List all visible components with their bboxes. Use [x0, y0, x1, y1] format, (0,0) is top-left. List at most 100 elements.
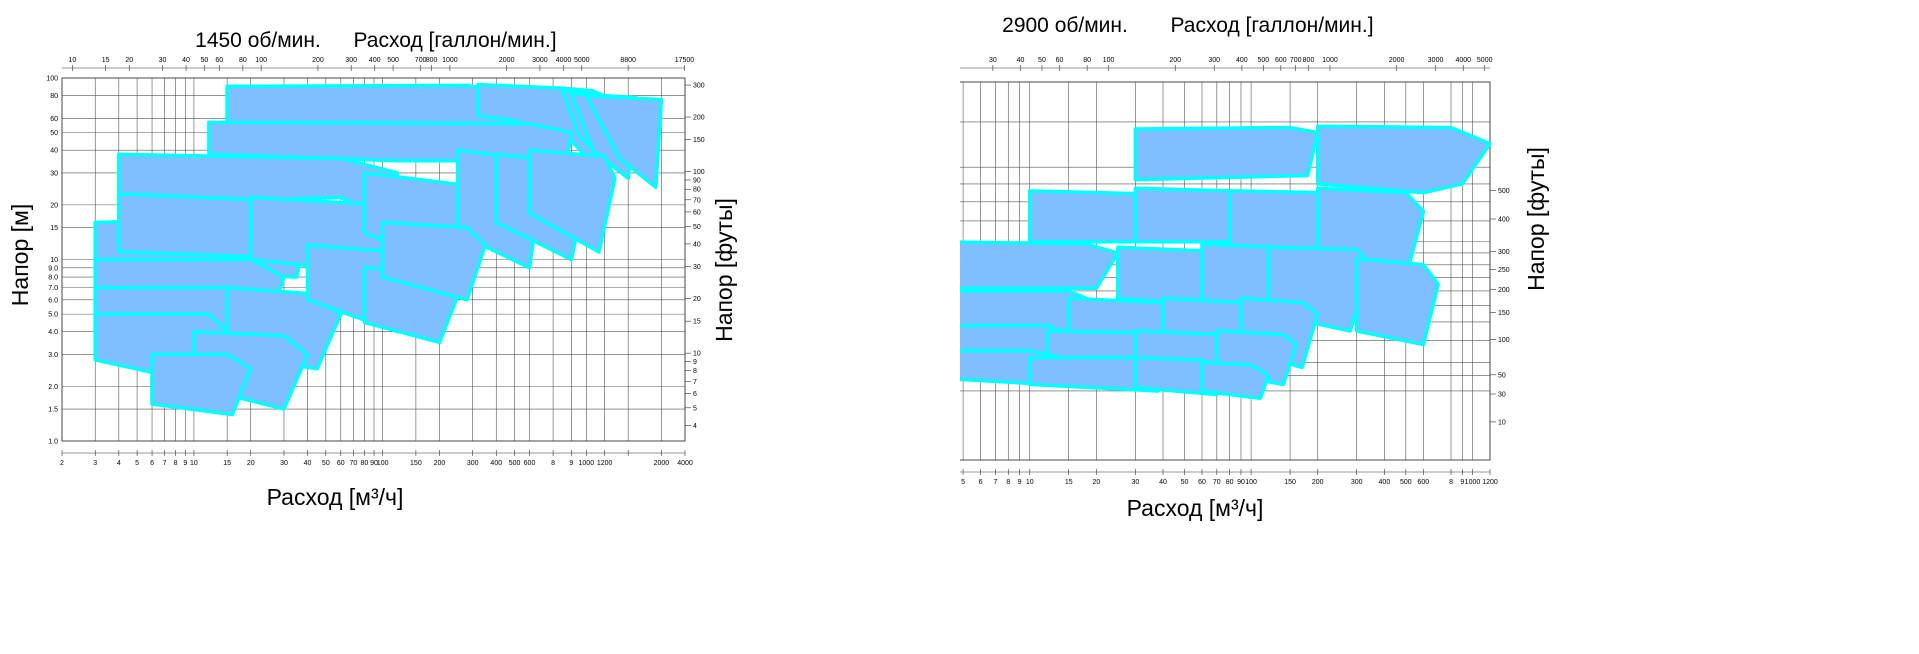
top-tick-label: 40 [1017, 57, 1025, 64]
x-axis-top: 1015203040506080100200300400500600700800… [875, 57, 1493, 71]
top-tick-label: 4000 [556, 57, 572, 64]
x-tick-label: 60 [337, 460, 345, 467]
right-tick-label: 30 [693, 264, 701, 271]
top-tick-label: 80 [239, 57, 247, 64]
pump-range-area [380, 220, 488, 302]
chart-1450-rpm: 2 3 4 5 6 7 8 9 10 15 20 30 40 50 60 70 80 90 100 150 200 300… [0, 0, 960, 649]
pump-range-area [527, 148, 617, 254]
top-tick-label: 8800 [620, 57, 636, 64]
top-tick-label: 50 [1038, 57, 1046, 64]
right-tick-label: 30 [1498, 392, 1506, 399]
x-tick-label: 200 [434, 460, 446, 467]
x-tick-label: 100 [377, 460, 389, 467]
x-tick-label: 10 [1026, 479, 1034, 486]
x-tick-label: 9 [183, 460, 187, 467]
top-tick-label: 700 [1290, 57, 1302, 64]
y-tick-label: 7.0 [48, 285, 58, 292]
y-tick-label: 9.0 [48, 265, 58, 272]
x-axis-bottom: 2345678910152030405060708090100150200300… [873, 469, 1498, 486]
x-tick-label: 8 [551, 460, 555, 467]
y-tick-label: 6.0 [48, 297, 58, 304]
top-tick-label: 80 [1083, 57, 1091, 64]
x-tick-label: 2000 [654, 460, 670, 467]
right-tick-label: 6 [693, 391, 697, 398]
x-tick-label: 4000 [677, 460, 693, 467]
right-tick-label: 50 [1498, 372, 1506, 379]
x-tick-label: 80 [1226, 479, 1234, 486]
x-tick-label: 10 [190, 460, 198, 467]
x-tick-label: 300 [467, 460, 479, 467]
right-tick-label: 20 [693, 296, 701, 303]
top-tick-label: 100 [1103, 57, 1115, 64]
right-tick-label: 5 [693, 405, 697, 412]
x-tick-label: 1000 [579, 460, 595, 467]
x-tick-label: 6 [979, 479, 983, 486]
x-tick-label: 40 [1159, 479, 1167, 486]
x-tick-label: 90 [1237, 479, 1245, 486]
top-tick-label: 500 [1257, 57, 1269, 64]
pump-range-area [1315, 124, 1492, 195]
x-tick-label: 4 [117, 460, 121, 467]
x-tick-label: 500 [509, 460, 521, 467]
top-axis-title: Расход [галлон/мин.] [1170, 14, 1373, 37]
x-tick-label: 20 [247, 460, 255, 467]
x-tick-label: 400 [1379, 479, 1391, 486]
x-tick-label: 40 [304, 460, 312, 467]
right-tick-label: 8 [693, 368, 697, 375]
y-tick-label: 15 [50, 225, 58, 232]
right-tick-label: 100 [693, 169, 705, 176]
top-tick-label: 1000 [1322, 57, 1338, 64]
x-tick-label: 150 [1284, 479, 1296, 486]
x-tick-label: 9 [569, 460, 573, 467]
y-tick-label: 3.0 [48, 352, 58, 359]
x-tick-label: 70 [1213, 479, 1221, 486]
right-tick-label: 400 [1498, 217, 1510, 224]
pump-range-area [1133, 125, 1320, 182]
right-tick-label: 300 [1498, 249, 1510, 256]
top-tick-label: 800 [426, 57, 438, 64]
top-tick-label: 30 [159, 57, 167, 64]
pump-range-area [150, 352, 253, 417]
x-tick-label: 60 [1198, 479, 1206, 486]
series-group [93, 82, 664, 417]
top-tick-label: 50 [200, 57, 208, 64]
x-tick-label: 8 [1449, 479, 1453, 486]
y-axis-title: Напор [м] [7, 204, 33, 306]
top-tick-label: 500 [387, 57, 399, 64]
x-tick-label: 150 [410, 460, 422, 467]
y-tick-label: 1.5 [48, 407, 58, 414]
right-tick-label: 10 [693, 351, 701, 358]
x-tick-label: 5 [961, 479, 965, 486]
x-axis-top: 10 15 20 30 40 50 60 80 100 200 300 400 500 700 800 100… [62, 57, 694, 71]
x-tick-label: 80 [360, 460, 368, 467]
top-tick-label: 3000 [1428, 57, 1444, 64]
top-tick-label: 600 [1275, 57, 1287, 64]
top-tick-label: 30 [989, 57, 997, 64]
x-tick-label: 8 [1006, 479, 1010, 486]
right-tick-label: 200 [693, 115, 705, 122]
plot-frame [61, 77, 686, 442]
right-tick-label: 15 [693, 319, 701, 326]
top-tick-label: 20 [125, 57, 133, 64]
x-tick-label: 70 [350, 460, 358, 467]
right-tick-label: 9 [693, 359, 697, 366]
y-tick-label: 1.0 [48, 439, 58, 446]
right-tick-label: 60 [693, 209, 701, 216]
top-tick-label: 2000 [499, 57, 515, 64]
right-tick-label: 300 [693, 83, 705, 90]
right-tick-label: 80 [693, 187, 701, 194]
x-tick-label: 2 [60, 460, 64, 467]
right-tick-label: 150 [693, 137, 705, 144]
top-tick-label: 3000 [532, 57, 548, 64]
x-tick-label: 600 [524, 460, 536, 467]
top-tick-label: 300 [345, 57, 357, 64]
top-tick-label: 60 [215, 57, 223, 64]
x-axis-title: Расход [м³/ч] [267, 484, 404, 510]
right-tick-label: 500 [1498, 188, 1510, 195]
x-tick-label: 1200 [597, 460, 613, 467]
top-tick-label: 800 [1303, 57, 1315, 64]
top-tick-label: 100 [255, 57, 267, 64]
y-tick-label: 5.0 [48, 312, 58, 319]
pump-range-area [1200, 360, 1271, 401]
chart-title: 2900 об/мин. [1002, 14, 1128, 37]
